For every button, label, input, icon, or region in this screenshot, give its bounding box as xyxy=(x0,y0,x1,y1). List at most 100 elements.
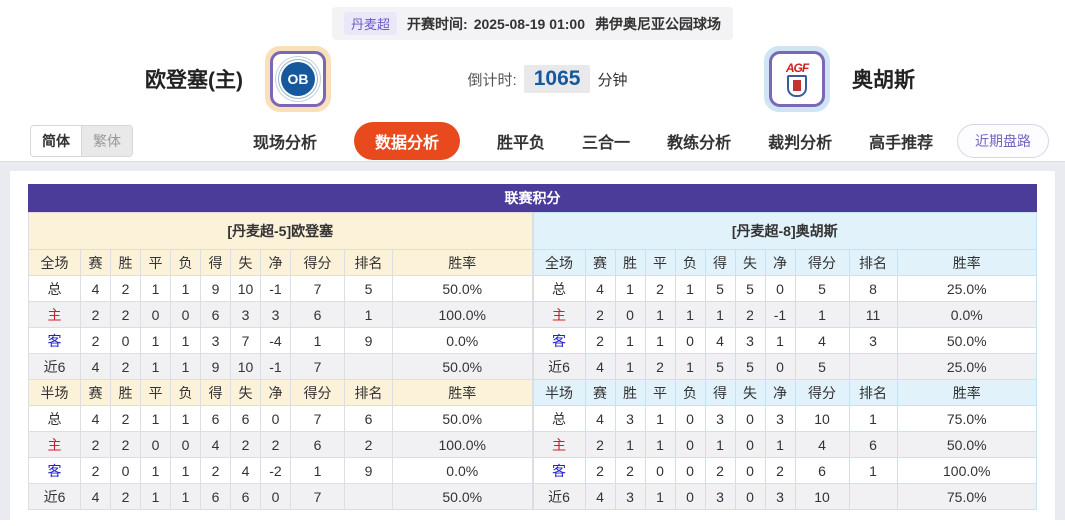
tab-referee-analysis[interactable]: 裁判分析 xyxy=(768,134,833,152)
table-row: 客 2 0 1 1 3 7 -4 1 9 0.0% xyxy=(28,327,533,354)
data-cell: 6 xyxy=(794,457,850,484)
data-cell: 3 xyxy=(848,327,898,354)
table-row: 客 2 1 1 0 4 3 1 4 3 50.0% xyxy=(532,327,1037,354)
data-cell: 0 xyxy=(644,457,676,484)
data-cell: 0 xyxy=(140,301,171,328)
tab-live-analysis[interactable]: 现场分析 xyxy=(253,134,318,152)
data-cell: 3 xyxy=(704,405,736,432)
data-cell xyxy=(848,483,898,510)
data-cell: 3 xyxy=(260,301,291,328)
row-label: 近6 xyxy=(28,483,81,510)
row-label: 近6 xyxy=(532,483,586,510)
data-cell: 2 xyxy=(230,431,261,458)
kickoff-time: 2025-08-19 01:00 xyxy=(473,15,585,32)
countdown-value: 1065 xyxy=(523,65,591,93)
data-cell: 0 xyxy=(674,431,706,458)
nav-tabs: 现场分析 数据分析 胜平负 三合一 教练分析 裁判分析 高手推荐 xyxy=(253,121,934,160)
data-cell xyxy=(848,353,898,380)
countdown-unit: 分钟 xyxy=(597,71,628,89)
data-cell: 50.0% xyxy=(392,483,533,510)
column-header-cell: 赛 xyxy=(80,379,111,406)
data-cell: 8 xyxy=(848,275,898,302)
data-cell: 0 xyxy=(140,431,171,458)
column-header-cell: 胜 xyxy=(614,249,646,276)
column-header-cell: 赛 xyxy=(584,379,616,406)
data-cell: 75.0% xyxy=(896,483,1037,510)
column-header-cell: 负 xyxy=(170,249,201,276)
data-cell: 50.0% xyxy=(392,275,533,302)
data-cell: 1 xyxy=(140,275,171,302)
data-cell: 0 xyxy=(614,301,646,328)
data-cell: 50.0% xyxy=(392,353,533,380)
lang-traditional[interactable]: 繁体 xyxy=(82,125,132,156)
match-info-bar: 丹麦超 开赛时间: 2025-08-19 01:00 弗伊奥尼亚公园球场 xyxy=(332,7,733,40)
column-header-cell: 胜率 xyxy=(896,249,1037,276)
lang-simplified[interactable]: 简体 xyxy=(31,125,82,156)
data-cell: 2 xyxy=(644,275,676,302)
data-cell: 6 xyxy=(344,405,393,432)
data-cell: 0 xyxy=(734,457,766,484)
top-bar: 丹麦超 开赛时间: 2025-08-19 01:00 弗伊奥尼亚公园球场 xyxy=(0,0,1065,40)
data-cell: 1 xyxy=(290,327,345,354)
data-cell: 9 xyxy=(200,275,231,302)
row-label: 主 xyxy=(28,431,81,458)
column-header-cell: 净 xyxy=(764,249,796,276)
data-cell: 4 xyxy=(584,483,616,510)
data-cell: 7 xyxy=(290,353,345,380)
kickoff-label: 开赛时间: xyxy=(407,15,468,32)
row-label: 主 xyxy=(532,301,586,328)
data-cell: 2 xyxy=(80,301,111,328)
data-cell: 1 xyxy=(140,353,171,380)
agf-crest-text: AGF xyxy=(785,60,809,75)
row-label: 总 xyxy=(532,275,586,302)
data-cell: 0 xyxy=(674,483,706,510)
data-cell: 5 xyxy=(344,275,393,302)
data-cell: 10 xyxy=(230,275,261,302)
data-cell: 3 xyxy=(764,405,796,432)
recent-trends-button[interactable]: 近期盘路 xyxy=(957,123,1049,158)
data-cell: 0 xyxy=(764,275,796,302)
data-cell: 5 xyxy=(794,353,850,380)
data-cell: 4 xyxy=(584,275,616,302)
table-row: 近6 4 2 1 1 9 10 -1 7 50.0% xyxy=(28,353,533,380)
league-table-home: [丹麦超-5]欧登塞 全场赛胜平负得失净得分 排名 胜率总 4 2 1 1 9 10 -1 7 5 50.… xyxy=(28,212,533,510)
row-label: 客 xyxy=(532,457,586,484)
data-cell: -2 xyxy=(260,457,291,484)
data-cell: 6 xyxy=(290,431,345,458)
column-header-cell: 失 xyxy=(230,379,261,406)
data-cell: 4 xyxy=(80,483,111,510)
table-row: 主 2 2 0 0 4 2 2 6 2 100.0% xyxy=(28,431,533,458)
tab-three-in-one[interactable]: 三合一 xyxy=(582,134,631,152)
tab-win-draw-lose[interactable]: 胜平负 xyxy=(497,134,546,152)
data-cell: 6 xyxy=(230,405,261,432)
tab-data-analysis[interactable]: 数据分析 xyxy=(354,121,461,160)
data-cell: 3 xyxy=(764,483,796,510)
team-header-cell: [丹麦超-8]奥胡斯 xyxy=(532,212,1037,250)
agf-shield-icon xyxy=(787,74,807,97)
column-header-cell: 得分 xyxy=(794,379,850,406)
data-cell: 1 xyxy=(170,353,201,380)
data-cell: 5 xyxy=(704,275,736,302)
data-cell: 1 xyxy=(764,327,796,354)
data-cell: 2 xyxy=(110,275,141,302)
data-cell: 4 xyxy=(200,431,231,458)
column-header-cell: 净 xyxy=(260,249,291,276)
data-cell: 0 xyxy=(734,405,766,432)
tab-coach-analysis[interactable]: 教练分析 xyxy=(667,134,732,152)
column-header-cell: 平 xyxy=(644,249,676,276)
data-cell: 1 xyxy=(140,327,171,354)
column-header-cell: 胜 xyxy=(110,379,141,406)
data-cell: 1 xyxy=(644,301,676,328)
column-header-cell: 净 xyxy=(260,379,291,406)
data-cell: 0 xyxy=(674,457,706,484)
data-cell: 2 xyxy=(584,301,616,328)
data-cell: 10 xyxy=(230,353,261,380)
column-header-row: 全场赛胜平负得失净得分 排名 胜率 xyxy=(532,249,1037,276)
column-header-cell: 胜率 xyxy=(392,379,533,406)
away-team-logo: AGF xyxy=(764,46,830,112)
data-cell: 0.0% xyxy=(896,301,1037,328)
data-cell: 1 xyxy=(644,327,676,354)
data-cell: 3 xyxy=(230,301,261,328)
data-cell: 9 xyxy=(344,457,393,484)
tab-expert-picks[interactable]: 高手推荐 xyxy=(869,134,934,152)
